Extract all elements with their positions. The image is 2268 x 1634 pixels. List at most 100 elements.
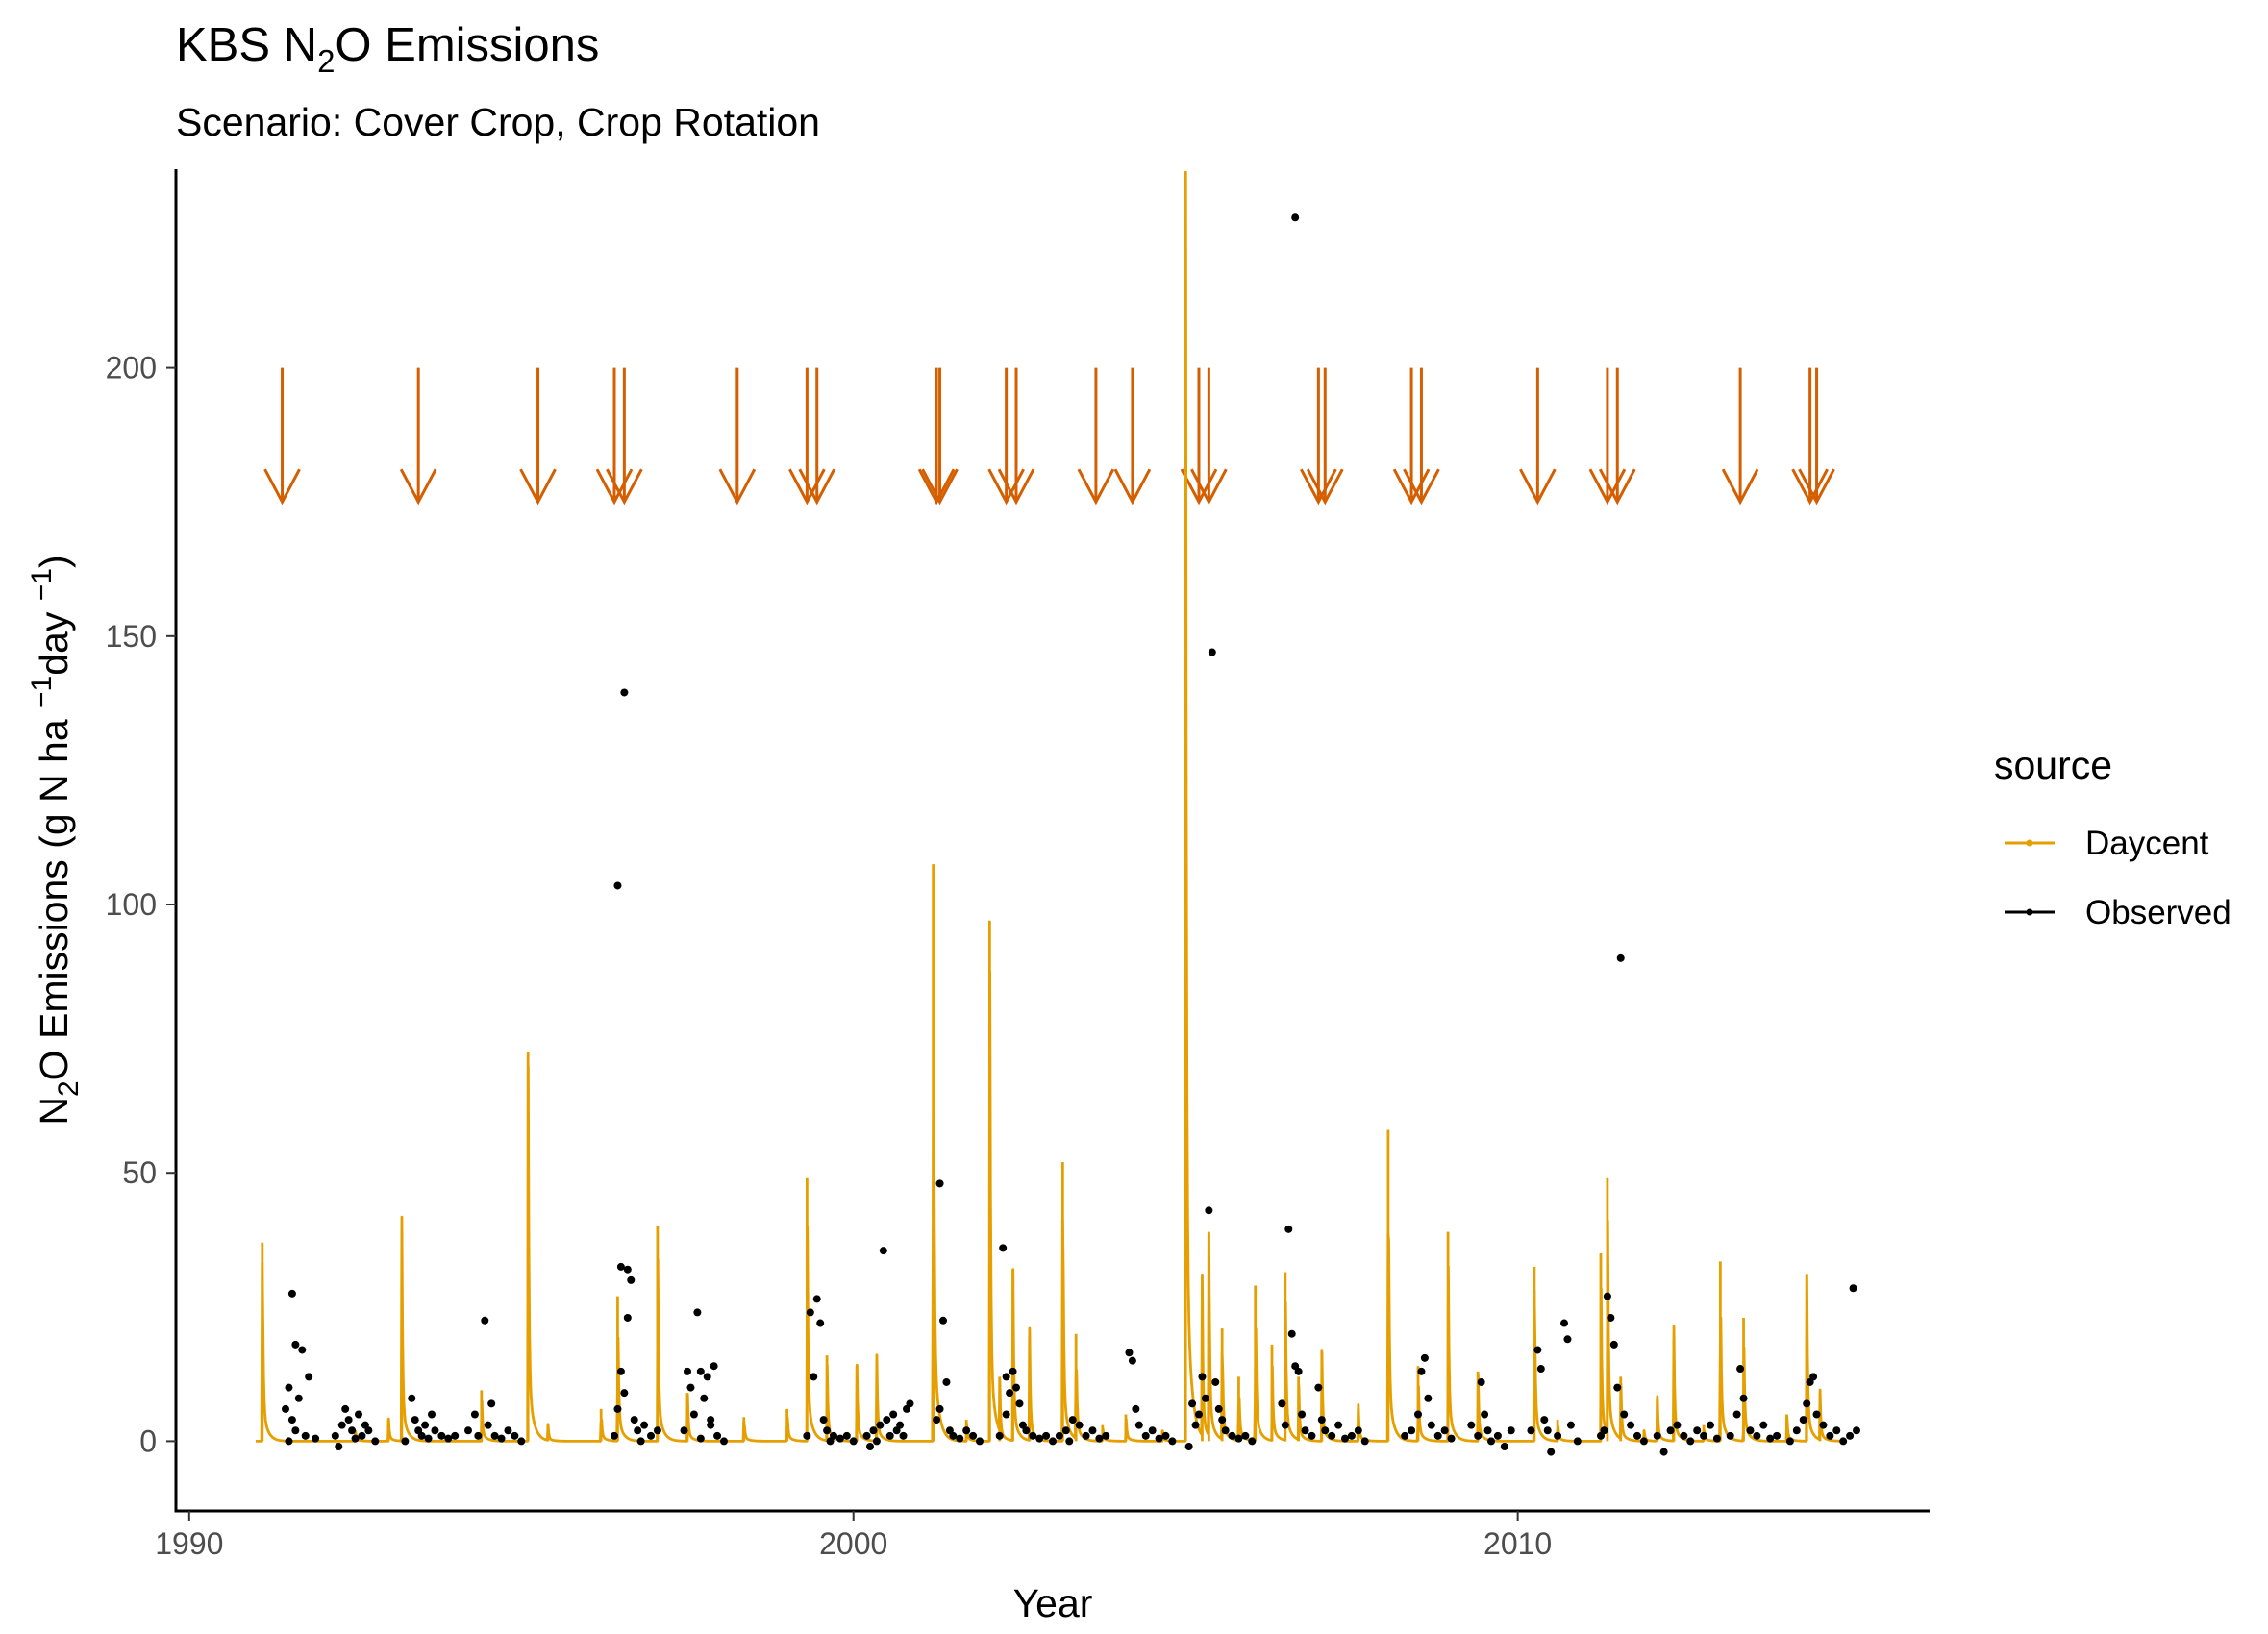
legend-item-daycent: Daycent	[2005, 825, 2209, 862]
observed-point	[1191, 1421, 1200, 1429]
observed-point	[287, 1289, 296, 1298]
observed-point	[879, 1247, 887, 1255]
observed-point	[696, 1367, 705, 1375]
y-axis-title-mid: O Emissions (g N ha	[32, 708, 76, 1080]
observed-point	[1533, 1346, 1542, 1354]
observed-point	[1278, 1399, 1286, 1408]
observed-point	[1015, 1399, 1024, 1408]
observed-point	[630, 1416, 638, 1424]
observed-point	[1639, 1437, 1648, 1446]
observed-point	[1218, 1416, 1227, 1424]
observed-point	[1360, 1437, 1369, 1446]
observed-point	[484, 1421, 492, 1429]
observed-point	[1082, 1431, 1090, 1440]
observed-point	[995, 1431, 1004, 1440]
observed-point	[1134, 1421, 1143, 1429]
event-arrow	[1721, 367, 1759, 506]
y-tick-label: 50	[122, 1155, 157, 1190]
observed-point	[849, 1437, 858, 1446]
observed-point	[862, 1431, 871, 1440]
event-arrow	[1306, 367, 1344, 506]
observed-point	[1785, 1437, 1794, 1446]
observed-point	[421, 1421, 430, 1429]
observed-point	[1563, 1335, 1572, 1344]
observed-point	[1075, 1421, 1084, 1429]
observed-point	[305, 1373, 313, 1381]
event-arrow	[798, 367, 836, 506]
observed-point	[883, 1416, 891, 1424]
observed-point	[1205, 1206, 1213, 1215]
observed-point	[1184, 1442, 1193, 1450]
observed-point	[700, 1394, 709, 1402]
observed-point	[1433, 1431, 1442, 1440]
observed-point	[707, 1421, 715, 1429]
observed-point	[999, 1244, 1008, 1252]
observed-point	[1234, 1434, 1243, 1443]
observed-point	[361, 1421, 369, 1429]
event-arrow	[921, 367, 959, 506]
observed-point	[653, 1426, 661, 1435]
event-arrow	[606, 367, 643, 506]
observed-point	[1627, 1421, 1635, 1429]
observed-point	[1603, 1292, 1611, 1300]
observed-point	[1736, 1365, 1745, 1374]
observed-point	[1125, 1349, 1134, 1357]
event-arrow	[1300, 367, 1337, 506]
observed-point	[933, 1416, 941, 1424]
observed-point	[1049, 1437, 1057, 1446]
observed-point	[896, 1421, 905, 1429]
observed-point	[1809, 1373, 1818, 1381]
observed-point	[355, 1410, 362, 1419]
observed-point	[417, 1431, 426, 1440]
event-arrow	[519, 367, 557, 506]
observed-point	[1201, 1394, 1209, 1402]
observed-point	[1739, 1394, 1748, 1402]
observed-point	[1424, 1394, 1433, 1402]
y-axis-title: N2O Emissions (g N ha −1day −1)	[26, 555, 85, 1125]
observed-point	[1198, 1373, 1207, 1381]
observed-point	[703, 1373, 711, 1381]
observed-point	[693, 1308, 702, 1317]
observed-point	[819, 1416, 828, 1424]
observed-point	[1732, 1410, 1741, 1419]
observed-point	[1408, 1426, 1416, 1435]
observed-point	[1148, 1426, 1157, 1435]
observed-point	[1620, 1410, 1629, 1419]
observed-point	[291, 1340, 300, 1349]
observed-point	[1753, 1431, 1761, 1440]
y-tick-label: 0	[139, 1424, 157, 1458]
observed-point	[613, 881, 622, 890]
observed-point	[1573, 1437, 1582, 1446]
observed-point	[1666, 1426, 1675, 1435]
event-arrow	[399, 367, 437, 506]
observed-point	[1314, 1383, 1323, 1392]
observed-point	[623, 1265, 632, 1274]
observed-point	[1493, 1431, 1502, 1440]
observed-point	[1012, 1383, 1020, 1392]
x-tick-label: 2000	[819, 1526, 887, 1561]
observed-point	[1712, 1434, 1721, 1443]
y-axis-ticks: 0 50 100 150 200	[106, 351, 176, 1458]
chart-title: KBS N2O Emissions	[176, 19, 599, 79]
observed-point	[1613, 1383, 1622, 1392]
observed-point	[428, 1410, 436, 1419]
observed-point	[627, 1275, 636, 1284]
observed-point	[1500, 1442, 1508, 1450]
observed-point	[823, 1426, 832, 1435]
y-axis-title-subscript: 2	[53, 1080, 85, 1097]
observed-point	[620, 688, 629, 697]
observed-point	[1832, 1426, 1841, 1435]
observed-point	[616, 1367, 625, 1375]
observed-point	[301, 1431, 310, 1440]
observed-point	[1347, 1431, 1356, 1440]
observed-point	[1132, 1404, 1140, 1413]
observed-point	[285, 1383, 293, 1392]
observed-point	[1241, 1431, 1250, 1440]
observed-point	[885, 1431, 894, 1440]
observed-point	[1427, 1421, 1435, 1429]
observed-point	[1214, 1404, 1223, 1413]
observed-point	[1155, 1434, 1163, 1443]
y-axis-title-superscript-1: −1	[26, 676, 58, 708]
observed-point	[1566, 1421, 1575, 1429]
observed-point	[1208, 648, 1216, 656]
